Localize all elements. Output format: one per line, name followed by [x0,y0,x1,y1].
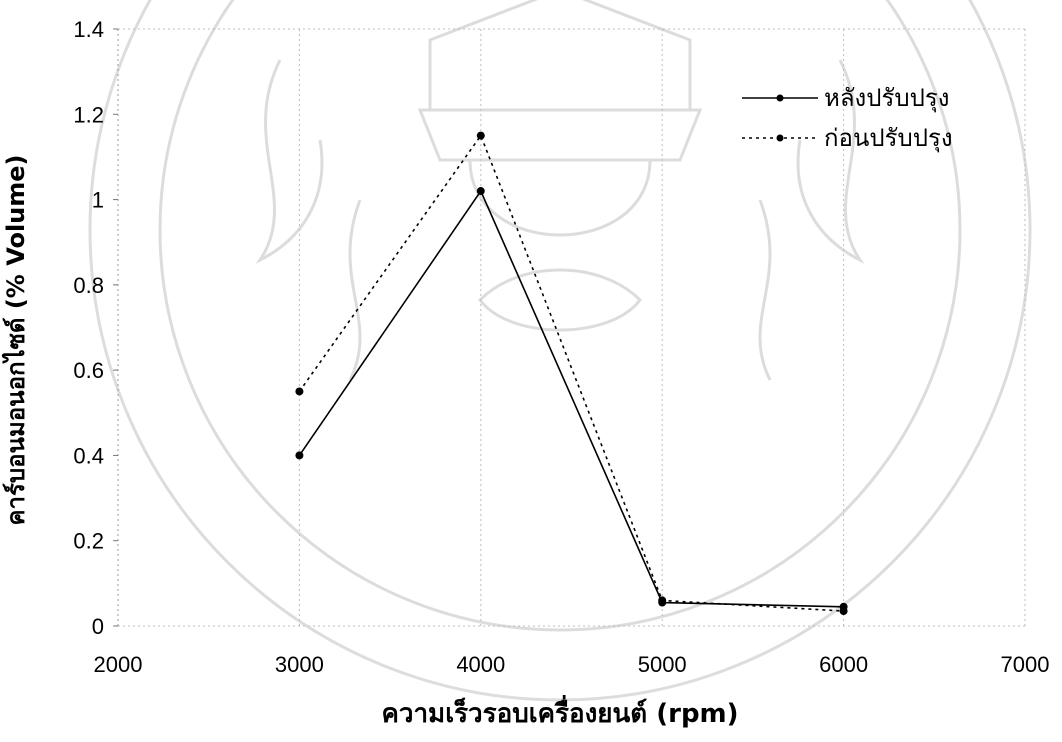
y-tick-label: 0.4 [73,443,104,468]
y-tick-label: 0.2 [73,529,104,554]
series-layer [295,131,848,616]
y-tick-label: 0 [92,614,104,639]
university-seal-watermark-icon [88,0,1032,702]
x-tick-label: 7000 [1001,652,1050,677]
legend-marker [776,134,784,142]
series-line-1 [298,189,844,608]
x-tick-label: 3000 [275,652,324,677]
data-point [476,187,485,196]
legend-label-1: หลังปรับปรุง [824,84,949,113]
gridlines [118,28,1026,627]
y-tick-label: 0.8 [73,273,104,298]
x-tick-label: 2000 [94,652,143,677]
y-tick-label: 1.2 [73,102,104,127]
data-point [295,387,304,396]
y-tick-label: 1.4 [73,17,104,42]
data-point [658,596,667,605]
data-point [476,131,485,140]
y-tick-label: 0.6 [73,358,104,383]
y-tick-label: 1 [92,188,104,213]
data-point [295,451,304,460]
y-tick-labels: 0 0.2 0.4 0.6 0.8 1 1.2 1.4 [73,17,118,639]
x-tick-labels: 2000 3000 4000 5000 6000 7000 [94,652,1050,677]
x-axis-label: ความเร็วรอบเครื่องยนต์ (rpm) [381,694,738,729]
x-tick-label: 5000 [638,652,687,677]
x-tick-label: 4000 [456,652,505,677]
legend: หลังปรับปรุงก่อนปรับปรุง [742,84,953,153]
y-axis-label: คาร์บอนมอนอกไซด์ (% Volume) [1,154,30,525]
legend-marker [776,94,784,102]
series-line-2 [298,133,844,612]
x-tick-label: 6000 [819,652,868,677]
legend-label-2: ก่อนปรับปรุง [824,124,953,153]
data-point [839,607,848,616]
